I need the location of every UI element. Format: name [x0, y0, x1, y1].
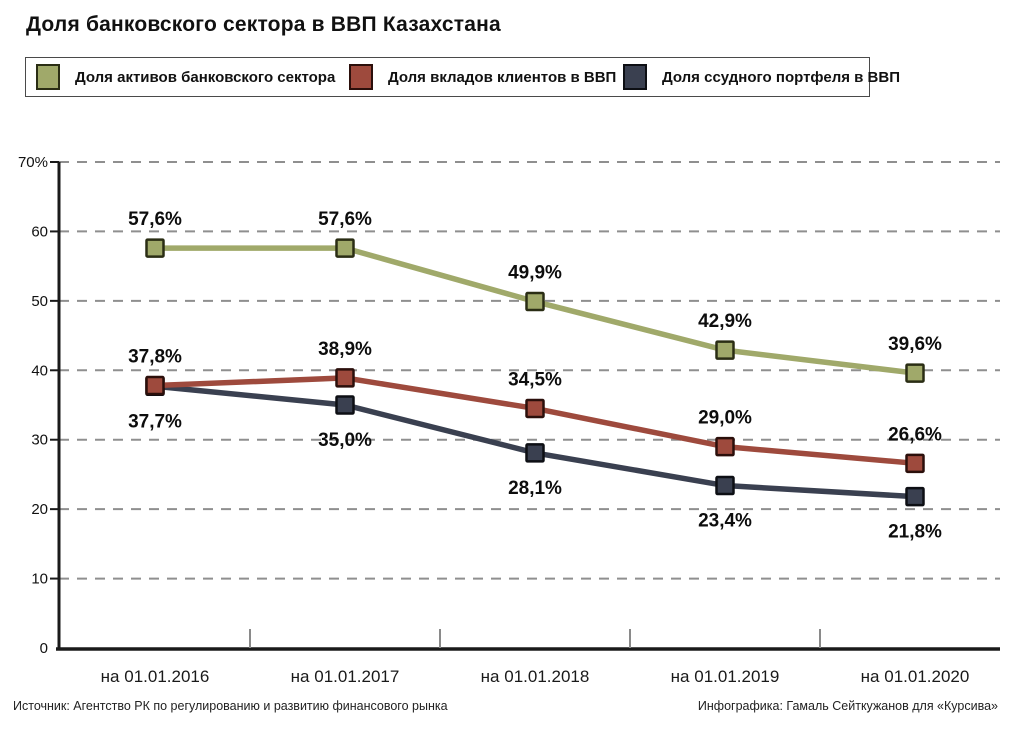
data-point-label: 37,7%	[128, 411, 182, 432]
legend-label-assets: Доля активов банковского сектора	[75, 68, 336, 86]
data-point-marker	[145, 238, 165, 258]
legend-swatch-deposits-icon	[349, 64, 373, 90]
y-tick-label: 10	[31, 571, 48, 588]
x-tick-label: на 01.01.2016	[101, 667, 210, 686]
data-point-label: 39,6%	[888, 334, 942, 355]
data-point-marker	[145, 375, 165, 396]
data-point-label: 35,0%	[318, 430, 372, 451]
data-point-label: 34,5%	[508, 369, 562, 390]
data-point-label: 38,9%	[318, 339, 372, 360]
data-point-marker	[525, 443, 545, 463]
line-chart: 0 10 20 30 40 50 60 70% на 01.01.2016 на 01.01.20…	[18, 154, 1000, 686]
data-point-label: 49,9%	[508, 263, 562, 284]
data-point-marker	[715, 340, 735, 360]
data-point-label: 57,6%	[128, 209, 182, 230]
y-tick-label: 40	[31, 362, 48, 379]
legend-item-assets: Доля активов банковского сектора	[36, 58, 335, 96]
legend: Доля активов банковского сектора Доля вк…	[25, 57, 900, 97]
data-point-marker	[335, 368, 355, 388]
data-point-marker	[905, 453, 925, 474]
data-point-label: 57,6%	[318, 209, 372, 230]
data-point-label: 26,6%	[888, 424, 942, 445]
data-point-label: 23,4%	[698, 511, 752, 532]
y-tick-label: 20	[31, 501, 48, 518]
y-tick-label: 70%	[18, 154, 48, 171]
y-tick-label: 30	[31, 432, 48, 449]
data-point-marker	[715, 436, 735, 457]
chart-title: Доля банковского сектора в ВВП Казахстан…	[26, 13, 501, 36]
x-tick-label: на 01.01.2017	[291, 667, 400, 686]
data-point-label: 37,8%	[128, 347, 182, 368]
data-point-label: 29,0%	[698, 408, 752, 429]
y-tick-label: 60	[31, 223, 48, 240]
source-note: Источник: Агентство РК по регулированию …	[13, 699, 448, 713]
data-point-marker	[335, 395, 355, 415]
data-point-marker	[525, 398, 545, 419]
legend-swatch-assets-icon	[36, 64, 60, 90]
y-tick-label: 0	[40, 640, 48, 657]
legend-item-loans: Доля ссудного портфеля в ВВП	[623, 58, 900, 96]
data-point-marker	[715, 475, 735, 496]
legend-swatch-loans-icon	[623, 64, 647, 90]
data-point-marker	[335, 238, 355, 258]
data-point-marker	[905, 486, 925, 507]
legend-label-deposits: Доля вкладов клиентов в ВВП	[388, 68, 617, 86]
data-point-label: 42,9%	[698, 311, 752, 332]
y-tick-label: 50	[31, 293, 48, 310]
credit-note: Инфографика: Гамаль Сейткужанов для «Кур…	[697, 699, 998, 713]
data-point-label: 21,8%	[888, 522, 942, 543]
x-tick-label: на 01.01.2019	[671, 667, 780, 686]
legend-label-loans: Доля ссудного портфеля в ВВП	[662, 68, 900, 86]
legend-item-deposits: Доля вкладов клиентов в ВВП	[349, 58, 616, 96]
x-tick-label: на 01.01.2018	[481, 667, 590, 686]
data-point-marker	[525, 291, 545, 312]
data-point-marker	[905, 363, 925, 383]
data-point-label: 28,1%	[508, 478, 562, 499]
x-tick-label: на 01.01.2020	[861, 667, 970, 686]
